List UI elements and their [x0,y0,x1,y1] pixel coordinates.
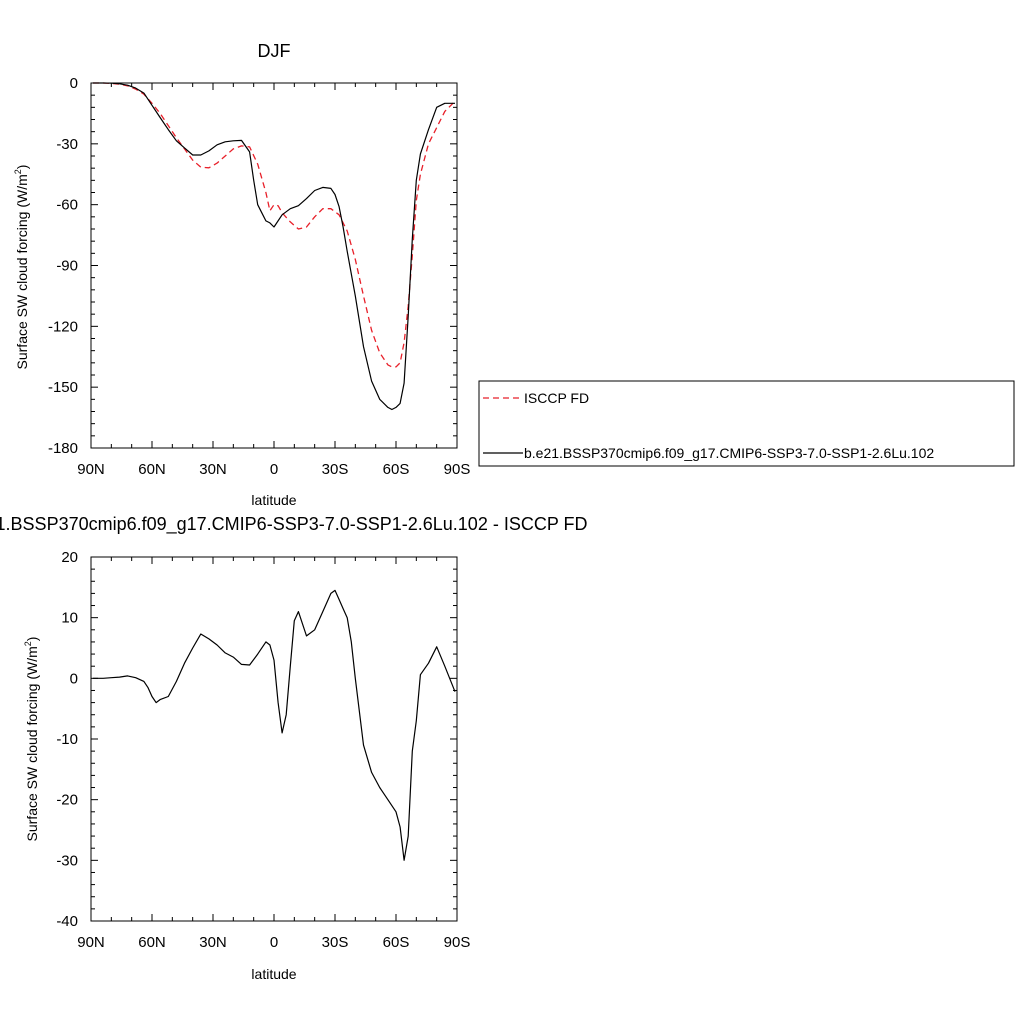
top-y-axis-label-sup: 2 [13,169,23,174]
top-plot-frame [90,82,458,449]
top-series-line-0 [93,82,456,368]
top-ytick-label: -180 [48,440,78,457]
legend: ISCCP FD b.e21.BSSP370cmip6.f09_g17.CMIP… [478,380,1015,467]
bottom-axis-ticks: 90N 60N 30N 0 30S 60S 90S 20 10 0 -10 -20 -30 -40 [56,549,470,951]
bottom-plot-series [93,589,456,861]
top-panel: DJF Surface SW cloud forcing (W/m2) lati… [13,41,1015,508]
legend-label-isccp: ISCCP FD [524,390,589,406]
bottom-x-axis-label: latitude [251,966,296,982]
top-ytick-label: -90 [56,258,78,275]
top-ytick-label: -150 [48,379,78,396]
top-ytick-label: -120 [48,318,78,335]
bottom-ytick-label: 20 [61,549,78,566]
bottom-xtick-label: 30N [199,934,227,951]
bottom-xtick-label: 60S [383,934,410,951]
bottom-series-line-0 [93,589,456,861]
bottom-y-axis-label: Surface SW cloud forcing (W/m2) [23,637,40,842]
top-xtick-label: 60N [138,461,166,478]
top-xtick-label: 60S [383,461,410,478]
top-series-line-1 [93,82,455,411]
bottom-y-axis-label-tail: ) [24,637,40,642]
bottom-y-axis-label-sup: 2 [23,641,33,646]
top-xtick-label: 30S [322,461,349,478]
top-ytick-label: 0 [70,75,78,92]
top-xtick-label: 90S [444,461,471,478]
legend-box [478,380,1015,467]
top-xtick-label: 0 [270,461,278,478]
top-axis-ticks: 90N 60N 30N 0 30S 60S 90S 0 -30 -60 -90 -120 -150 -18… [48,75,470,478]
top-xtick-label: 30N [199,461,227,478]
top-plot-series [93,82,456,411]
bottom-ytick-label: -40 [56,913,78,930]
top-x-axis-label: latitude [251,492,296,508]
bottom-ytick-label: 10 [61,610,78,627]
top-chart-title: DJF [258,41,291,61]
bottom-xtick-label: 90N [77,934,105,951]
bottom-ytick-label: -30 [56,852,78,869]
bottom-ytick-label: -20 [56,792,78,809]
top-y-axis-label-main: Surface SW cloud forcing (W/m [14,174,30,369]
top-ytick-label: -30 [56,136,78,153]
bottom-xtick-label: 90S [444,934,471,951]
bottom-xtick-label: 30S [322,934,349,951]
bottom-plot-frame [90,556,458,922]
bottom-y-axis-label-main: Surface SW cloud forcing (W/m [24,646,40,841]
bottom-ytick-label: -10 [56,731,78,748]
bottom-xtick-label: 60N [138,934,166,951]
bottom-panel: b.e21.BSSP370cmip6.f09_g17.CMIP6-SSP3-7.… [0,514,588,982]
bottom-xtick-label: 0 [270,934,278,951]
bottom-ytick-label: 0 [70,670,78,687]
top-y-axis-label: Surface SW cloud forcing (W/m2) [13,165,30,370]
bottom-chart-title: b.e21.BSSP370cmip6.f09_g17.CMIP6-SSP3-7.… [0,514,588,535]
top-y-axis-label-tail: ) [14,165,30,170]
top-xtick-label: 90N [77,461,105,478]
legend-label-model: b.e21.BSSP370cmip6.f09_g17.CMIP6-SSP3-7.… [524,445,934,461]
top-ytick-label: -60 [56,197,78,214]
